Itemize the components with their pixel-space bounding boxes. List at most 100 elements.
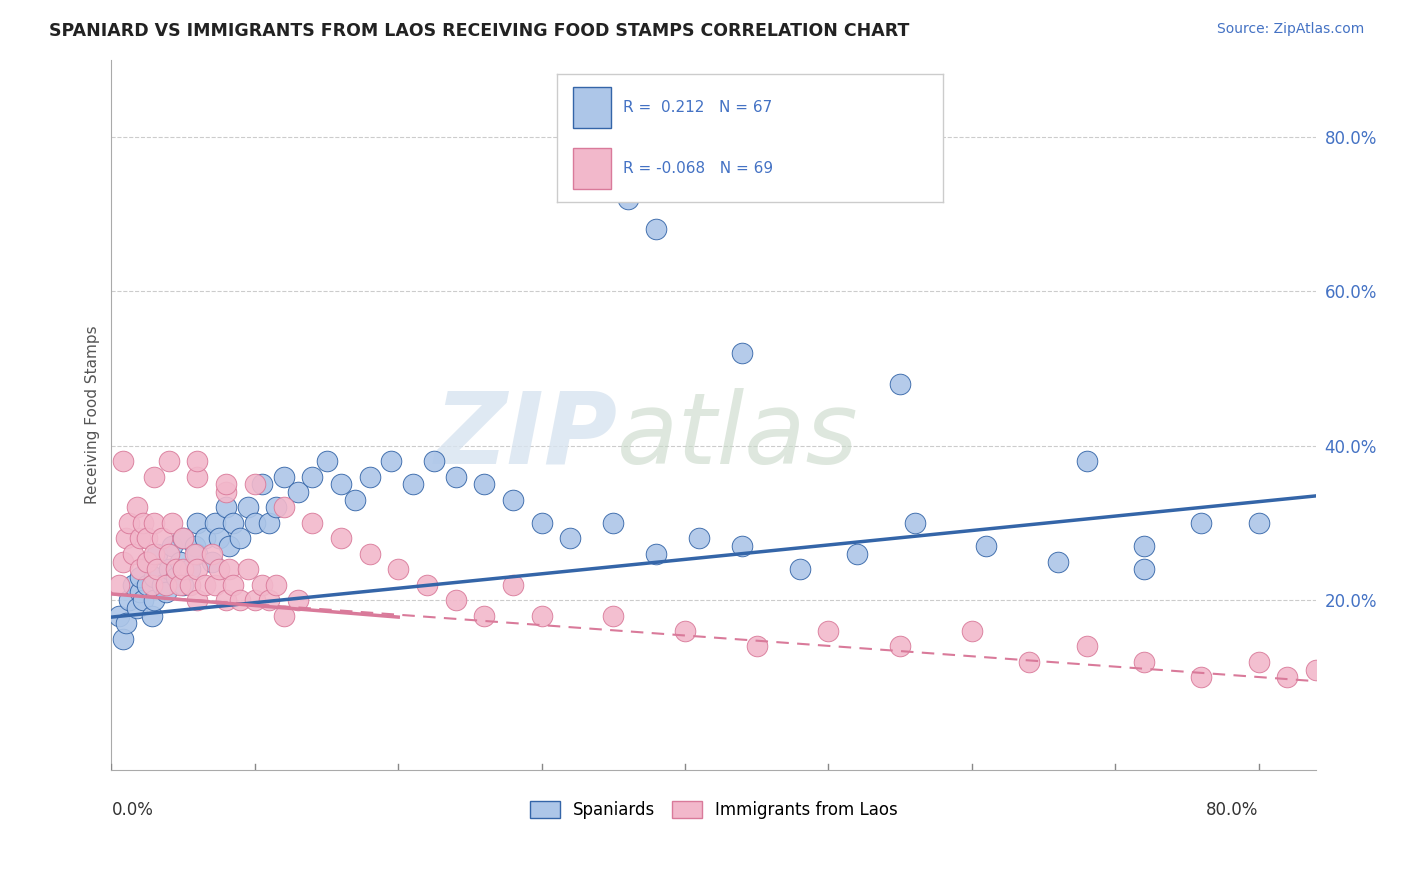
Point: [344, 492, 367, 507]
Point: [157, 562, 180, 576]
Point: [169, 577, 191, 591]
Point: [273, 469, 295, 483]
Text: ZIP: ZIP: [434, 388, 617, 484]
Point: [215, 477, 238, 491]
Point: [387, 562, 409, 576]
Point: [143, 469, 166, 483]
Point: [250, 477, 273, 491]
Point: [688, 532, 710, 546]
Point: [359, 469, 381, 483]
Point: [266, 577, 288, 591]
Point: [150, 532, 173, 546]
Point: [201, 554, 224, 568]
Point: [236, 500, 259, 515]
Point: [122, 577, 145, 591]
Point: [204, 577, 226, 591]
Point: [114, 616, 136, 631]
Point: [194, 577, 217, 591]
Point: [257, 516, 280, 530]
Point: [172, 532, 194, 546]
Point: [229, 532, 252, 546]
Point: [266, 500, 288, 515]
Point: [107, 577, 129, 591]
Point: [160, 516, 183, 530]
Point: [150, 577, 173, 591]
Point: [273, 500, 295, 515]
Point: [329, 532, 352, 546]
Text: 0.0%: 0.0%: [111, 801, 153, 819]
Point: [201, 547, 224, 561]
Point: [380, 454, 402, 468]
Point: [143, 570, 166, 584]
Point: [287, 593, 309, 607]
Point: [1189, 670, 1212, 684]
Point: [222, 577, 245, 591]
Point: [186, 593, 208, 607]
Point: [301, 516, 323, 530]
Point: [416, 577, 439, 591]
Point: [165, 570, 187, 584]
Point: [129, 562, 152, 576]
Point: [204, 516, 226, 530]
Point: [172, 532, 194, 546]
Point: [889, 376, 911, 391]
Point: [146, 562, 169, 576]
Point: [1247, 655, 1270, 669]
Point: [215, 485, 238, 500]
Point: [186, 516, 208, 530]
Text: atlas: atlas: [617, 388, 859, 484]
Point: [186, 454, 208, 468]
Point: [186, 547, 208, 561]
Point: [673, 624, 696, 638]
Point: [401, 477, 423, 491]
Text: Source: ZipAtlas.com: Source: ZipAtlas.com: [1216, 22, 1364, 37]
Point: [129, 532, 152, 546]
Point: [1133, 539, 1156, 553]
Point: [1046, 554, 1069, 568]
Point: [1018, 655, 1040, 669]
Point: [127, 600, 149, 615]
Point: [160, 539, 183, 553]
Y-axis label: Receiving Food Stamps: Receiving Food Stamps: [86, 326, 100, 504]
Point: [645, 547, 668, 561]
Point: [143, 593, 166, 607]
Point: [183, 547, 205, 561]
Point: [111, 632, 134, 646]
Point: [179, 577, 201, 591]
Point: [472, 477, 495, 491]
Point: [165, 562, 187, 576]
Point: [846, 547, 869, 561]
Point: [301, 469, 323, 483]
Point: [1277, 670, 1299, 684]
Point: [194, 532, 217, 546]
Point: [1076, 454, 1098, 468]
Point: [117, 516, 139, 530]
Point: [183, 539, 205, 553]
Point: [315, 454, 337, 468]
Point: [172, 577, 194, 591]
Point: [273, 608, 295, 623]
Point: [1247, 516, 1270, 530]
Point: [215, 500, 238, 515]
Point: [889, 640, 911, 654]
Point: [502, 577, 524, 591]
Point: [257, 593, 280, 607]
Point: [127, 500, 149, 515]
Point: [745, 640, 768, 654]
Point: [186, 562, 208, 576]
Point: [155, 585, 177, 599]
Point: [114, 532, 136, 546]
Point: [903, 516, 925, 530]
Point: [243, 593, 266, 607]
Point: [107, 608, 129, 623]
Point: [218, 562, 240, 576]
Point: [157, 454, 180, 468]
Point: [117, 593, 139, 607]
Point: [1076, 640, 1098, 654]
Point: [218, 539, 240, 553]
Point: [222, 516, 245, 530]
Point: [172, 562, 194, 576]
Point: [731, 539, 754, 553]
Text: SPANIARD VS IMMIGRANTS FROM LAOS RECEIVING FOOD STAMPS CORRELATION CHART: SPANIARD VS IMMIGRANTS FROM LAOS RECEIVI…: [49, 22, 910, 40]
Point: [560, 532, 582, 546]
